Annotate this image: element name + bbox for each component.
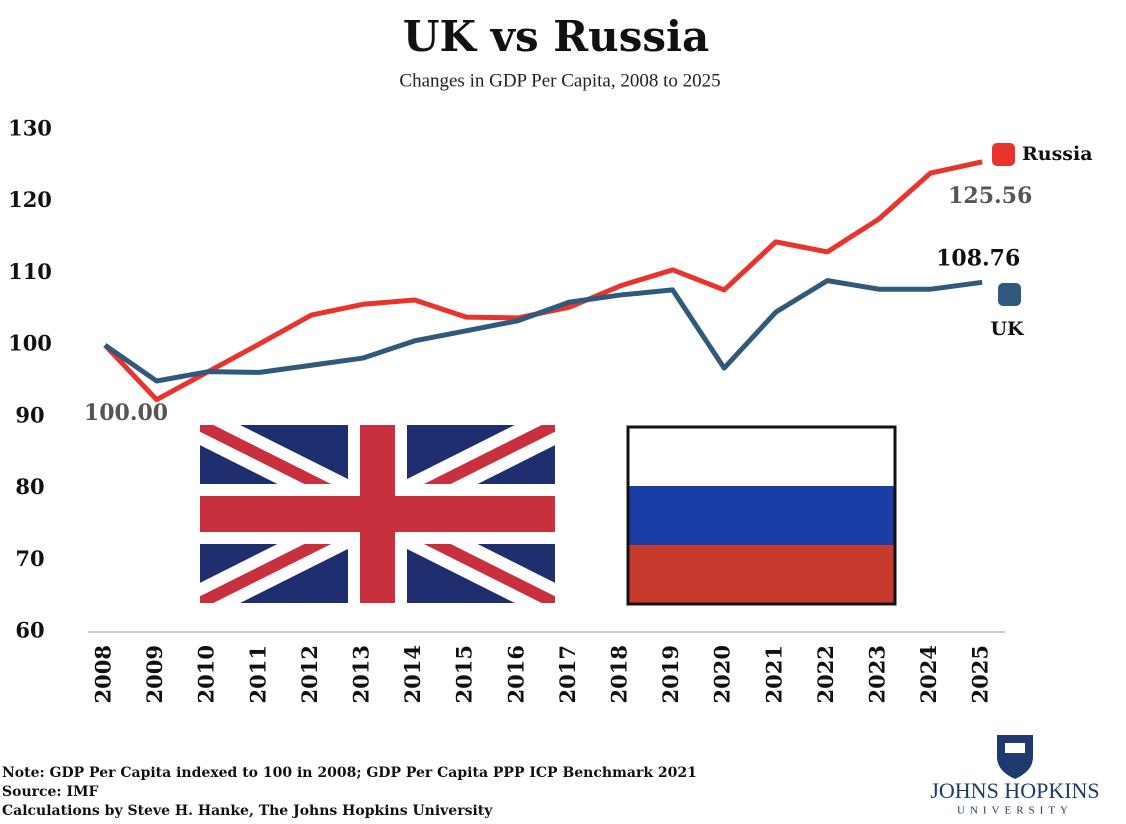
x-tick-label: 2009 [142, 645, 167, 703]
logo: JOHNS HOPKINS UNIVERSITY [930, 735, 1100, 817]
x-tick-label: 2021 [761, 645, 786, 703]
legend-label: UK [990, 318, 1025, 340]
y-tick-label: 130 [8, 116, 52, 141]
series-line [103, 159, 983, 403]
x-tick-label: 2023 [865, 645, 890, 703]
y-tick-label: 100 [8, 331, 52, 356]
x-tick-label: 2018 [607, 645, 632, 703]
y-tick-label: 60 [15, 618, 44, 643]
x-tick-label: 2024 [916, 645, 941, 703]
legend-marker [992, 143, 1015, 166]
x-tick-label: 2010 [194, 645, 219, 703]
chart-subtitle: Changes in GDP Per Capita, 2008 to 2025 [399, 70, 720, 91]
x-tick-label: 2012 [297, 645, 322, 703]
note: Note: GDP Per Capita indexed to 100 in 2… [2, 765, 697, 781]
y-tick-label: 120 [8, 187, 52, 212]
data-label: 125.56 [948, 183, 1032, 209]
y-tick-label: 90 [15, 402, 44, 427]
series-line [103, 278, 983, 384]
data-label: 108.76 [936, 245, 1020, 271]
logo-sub: UNIVERSITY [957, 805, 1073, 817]
x-tick-label: 2019 [658, 645, 683, 703]
data-label: 100.00 [84, 400, 168, 426]
x-tick-label: 2013 [349, 645, 374, 703]
x-tick-label: 2014 [400, 645, 425, 703]
x-tick-label: 2017 [555, 645, 580, 703]
logo-name: JOHNS HOPKINS [930, 778, 1099, 803]
note: Source: IMF [2, 784, 99, 800]
legend-label: Russia [1022, 143, 1093, 165]
x-tick-label: 2015 [452, 645, 477, 703]
russia-flag [626, 425, 897, 606]
legend-marker [998, 283, 1021, 306]
y-tick-label: 110 [8, 259, 52, 284]
chart-title: UK vs Russia [403, 12, 709, 61]
x-tick-label: 2011 [245, 645, 270, 703]
y-tick-label: 70 [15, 546, 44, 571]
note: Calculations by Steve H. Hanke, The John… [2, 803, 493, 819]
x-tick-label: 2008 [91, 645, 116, 703]
uk-flag [200, 425, 555, 603]
x-tick-label: 2022 [813, 645, 838, 703]
x-tick-label: 2020 [710, 645, 735, 703]
x-tick-label: 2025 [968, 645, 993, 703]
x-tick-label: 2016 [503, 645, 528, 703]
y-tick-label: 80 [15, 474, 44, 499]
